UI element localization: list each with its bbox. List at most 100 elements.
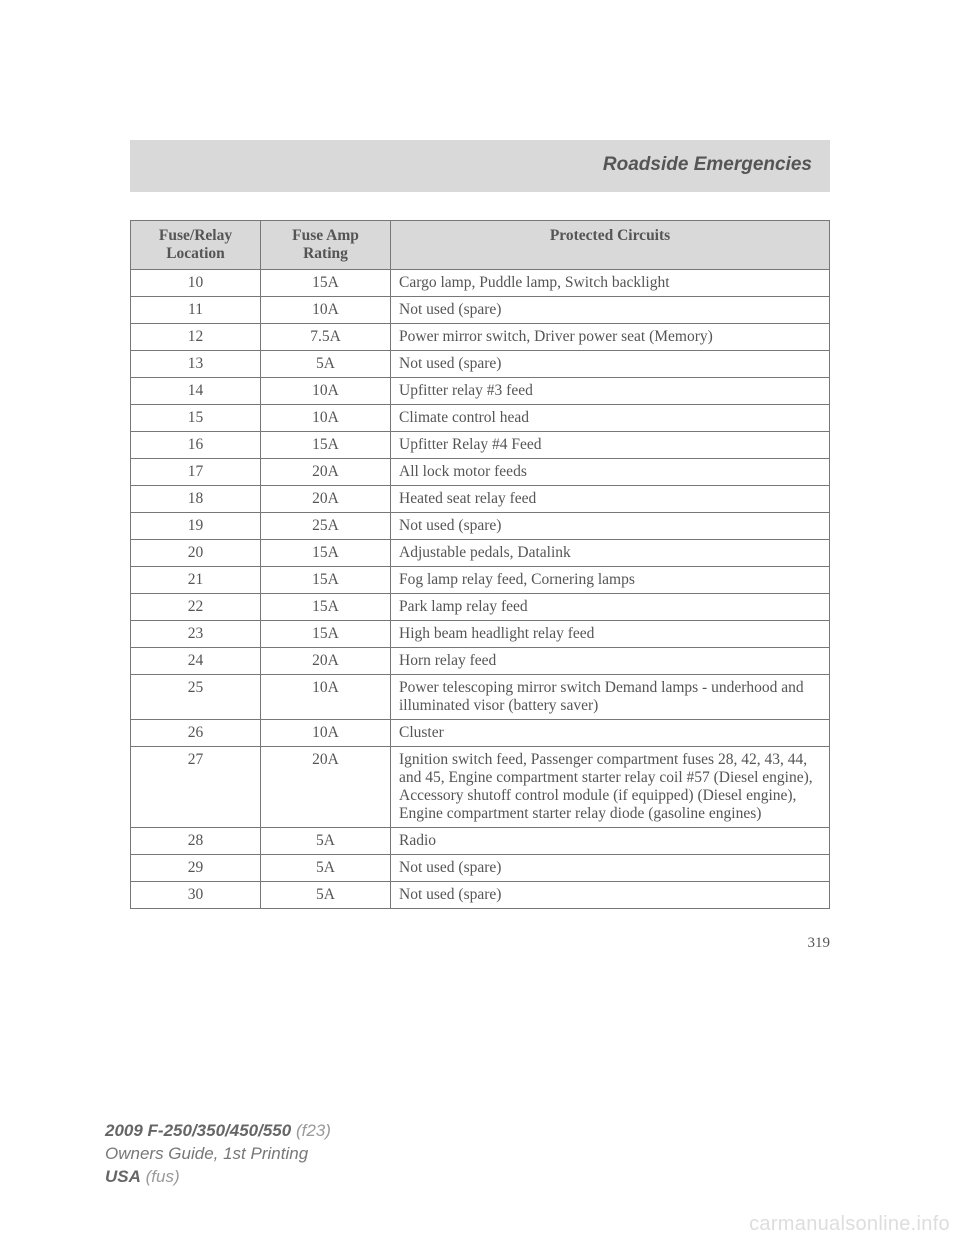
footer-line-1: 2009 F-250/350/450/550 (f23) [105,1120,331,1143]
watermark: carmanualsonline.info [749,1213,950,1236]
cell-rating: 10A [261,378,391,405]
footer-model-code: (f23) [296,1121,331,1140]
cell-rating: 20A [261,459,391,486]
cell-rating: 5A [261,882,391,909]
cell-rating: 15A [261,432,391,459]
table-row: 2015AAdjustable pedals, Datalink [131,540,830,567]
cell-location: 13 [131,351,261,378]
cell-location: 25 [131,675,261,720]
cell-circuits: Fog lamp relay feed, Cornering lamps [391,567,830,594]
cell-circuits: Ignition switch feed, Passenger compartm… [391,747,830,828]
cell-circuits: Power telescoping mirror switch Demand l… [391,675,830,720]
table-row: 2720AIgnition switch feed, Passenger com… [131,747,830,828]
cell-circuits: Power mirror switch, Driver power seat (… [391,324,830,351]
footer-model: 2009 F-250/350/450/550 [105,1121,291,1140]
cell-location: 20 [131,540,261,567]
section-title: Roadside Emergencies [603,154,812,175]
col-header-location: Fuse/RelayLocation [131,221,261,270]
table-row: 1510AClimate control head [131,405,830,432]
footer-region: USA [105,1167,141,1186]
cell-rating: 15A [261,270,391,297]
cell-circuits: Not used (spare) [391,513,830,540]
cell-circuits: Not used (spare) [391,882,830,909]
cell-circuits: Radio [391,828,830,855]
table-row: 2315AHigh beam headlight relay feed [131,621,830,648]
section-header: Roadside Emergencies [130,140,830,192]
footer-line-3: USA (fus) [105,1166,331,1189]
cell-location: 26 [131,720,261,747]
cell-rating: 5A [261,351,391,378]
cell-rating: 20A [261,486,391,513]
table-row: 2115AFog lamp relay feed, Cornering lamp… [131,567,830,594]
cell-location: 23 [131,621,261,648]
cell-location: 22 [131,594,261,621]
table-row: 1410AUpfitter relay #3 feed [131,378,830,405]
cell-rating: 25A [261,513,391,540]
cell-location: 12 [131,324,261,351]
cell-rating: 15A [261,540,391,567]
cell-rating: 5A [261,855,391,882]
table-row: 285ARadio [131,828,830,855]
cell-rating: 15A [261,621,391,648]
table-row: 135ANot used (spare) [131,351,830,378]
cell-location: 28 [131,828,261,855]
cell-location: 18 [131,486,261,513]
table-row: 1015ACargo lamp, Puddle lamp, Switch bac… [131,270,830,297]
cell-circuits: High beam headlight relay feed [391,621,830,648]
page-number: 319 [130,935,830,952]
table-row: 1615AUpfitter Relay #4 Feed [131,432,830,459]
table-header-row: Fuse/RelayLocation Fuse AmpRating Protec… [131,221,830,270]
cell-circuits: Cluster [391,720,830,747]
cell-circuits: Upfitter relay #3 feed [391,378,830,405]
footer-line-2: Owners Guide, 1st Printing [105,1143,331,1166]
table-row: 1110ANot used (spare) [131,297,830,324]
table-row: 1820AHeated seat relay feed [131,486,830,513]
cell-location: 10 [131,270,261,297]
cell-location: 15 [131,405,261,432]
cell-rating: 15A [261,594,391,621]
fuse-table: Fuse/RelayLocation Fuse AmpRating Protec… [130,220,830,909]
cell-circuits: Not used (spare) [391,855,830,882]
cell-location: 11 [131,297,261,324]
cell-location: 30 [131,882,261,909]
cell-circuits: Not used (spare) [391,351,830,378]
cell-circuits: Cargo lamp, Puddle lamp, Switch backligh… [391,270,830,297]
cell-circuits: Upfitter Relay #4 Feed [391,432,830,459]
table-row: 295ANot used (spare) [131,855,830,882]
cell-circuits: Heated seat relay feed [391,486,830,513]
table-row: 305ANot used (spare) [131,882,830,909]
cell-circuits: Climate control head [391,405,830,432]
cell-rating: 15A [261,567,391,594]
cell-location: 16 [131,432,261,459]
cell-location: 17 [131,459,261,486]
cell-rating: 10A [261,720,391,747]
cell-circuits: Park lamp relay feed [391,594,830,621]
table-row: 2215APark lamp relay feed [131,594,830,621]
cell-rating: 10A [261,675,391,720]
document-footer: 2009 F-250/350/450/550 (f23) Owners Guid… [105,1120,331,1189]
cell-rating: 10A [261,405,391,432]
cell-circuits: All lock motor feeds [391,459,830,486]
page-content: Roadside Emergencies Fuse/RelayLocation … [130,140,830,952]
cell-rating: 7.5A [261,324,391,351]
table-row: 1925ANot used (spare) [131,513,830,540]
table-row: 2510APower telescoping mirror switch Dem… [131,675,830,720]
table-row: 127.5APower mirror switch, Driver power … [131,324,830,351]
cell-location: 24 [131,648,261,675]
cell-rating: 5A [261,828,391,855]
cell-circuits: Adjustable pedals, Datalink [391,540,830,567]
cell-circuits: Horn relay feed [391,648,830,675]
cell-location: 14 [131,378,261,405]
cell-location: 29 [131,855,261,882]
table-row: 2610ACluster [131,720,830,747]
cell-circuits: Not used (spare) [391,297,830,324]
col-header-circuits: Protected Circuits [391,221,830,270]
cell-rating: 10A [261,297,391,324]
cell-location: 19 [131,513,261,540]
footer-region-code: (fus) [146,1167,180,1186]
cell-location: 21 [131,567,261,594]
table-row: 2420AHorn relay feed [131,648,830,675]
col-header-rating: Fuse AmpRating [261,221,391,270]
cell-rating: 20A [261,747,391,828]
fuse-table-body: 1015ACargo lamp, Puddle lamp, Switch bac… [131,270,830,909]
